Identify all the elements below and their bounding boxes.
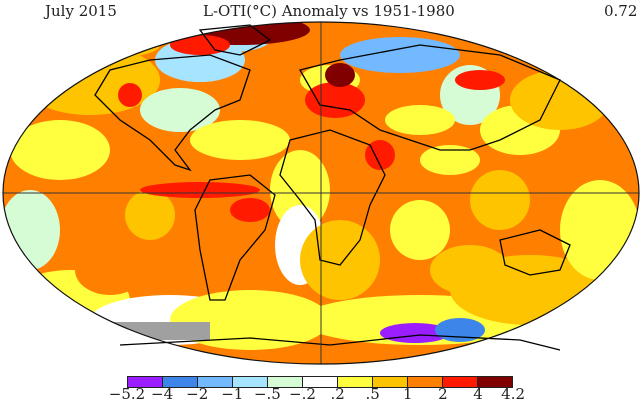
warm-anomaly-region (365, 140, 395, 170)
warm-anomaly-region (140, 182, 260, 198)
color-legend (127, 376, 513, 388)
anomaly-region (560, 180, 639, 280)
anomaly-map (2, 21, 640, 365)
legend-swatch (477, 377, 512, 387)
anomaly-region (430, 245, 510, 295)
map-border (2, 21, 640, 365)
warm-anomaly-region (325, 63, 355, 87)
coastline (279, 129, 386, 266)
legend-label: −2 (186, 385, 209, 403)
legend-swatch (162, 377, 197, 387)
anomaly-region (270, 150, 330, 230)
coastline (198, 24, 272, 56)
warm-anomaly-region (455, 70, 505, 90)
map-date: July 2015 (45, 2, 117, 20)
legend-swatch (232, 377, 267, 387)
anomaly-region (80, 33, 160, 57)
legend-swatch (197, 377, 232, 387)
missing-data-region (30, 338, 110, 352)
map-title: L-OTI(°C) Anomaly vs 1951-1980 (203, 2, 455, 20)
legend-label: .2 (330, 385, 345, 403)
coastline (94, 54, 251, 172)
legend-label: 1 (403, 385, 413, 403)
warm-anomaly-region (30, 22, 90, 30)
anomaly-region (420, 145, 480, 175)
legend-swatch (337, 377, 372, 387)
legend-label: −.2 (289, 385, 316, 403)
anomaly-region (190, 120, 290, 160)
warm-anomaly-region (170, 35, 230, 55)
global-mean-anomaly: 0.72 (604, 2, 638, 20)
legend-swatch (128, 377, 162, 387)
anomaly-region (385, 105, 455, 135)
anomaly-region (510, 70, 610, 130)
anomaly-region (125, 190, 175, 240)
legend-swatch (372, 377, 407, 387)
coastline (119, 334, 561, 351)
legend-label: .5 (365, 385, 380, 403)
legend-label: −4 (151, 385, 174, 403)
legend-label: 4.2 (501, 385, 526, 403)
anomaly-region (3, 190, 60, 270)
legend-label: −.5 (253, 385, 281, 403)
legend-swatch (267, 377, 302, 387)
anomaly-region (140, 88, 220, 132)
legend-label: 2 (438, 385, 448, 403)
anomaly-region (470, 170, 530, 230)
coastline (499, 229, 571, 276)
coastline (299, 44, 561, 151)
coastline (194, 174, 276, 301)
legend-label: 4 (473, 385, 483, 403)
warm-anomaly-region (118, 83, 142, 107)
anomaly-region (390, 200, 450, 260)
anomaly-region (10, 120, 110, 180)
warm-anomaly-region (305, 82, 365, 118)
legend-swatch (442, 377, 477, 387)
anomaly-region (300, 220, 380, 300)
legend-label: −1 (221, 385, 244, 403)
warm-anomaly-region (230, 198, 270, 222)
legend-label: −5.2 (108, 385, 146, 403)
legend-swatch (407, 377, 442, 387)
anomaly-region (75, 245, 145, 295)
legend-swatch (302, 377, 337, 387)
anomaly-region (340, 37, 460, 73)
